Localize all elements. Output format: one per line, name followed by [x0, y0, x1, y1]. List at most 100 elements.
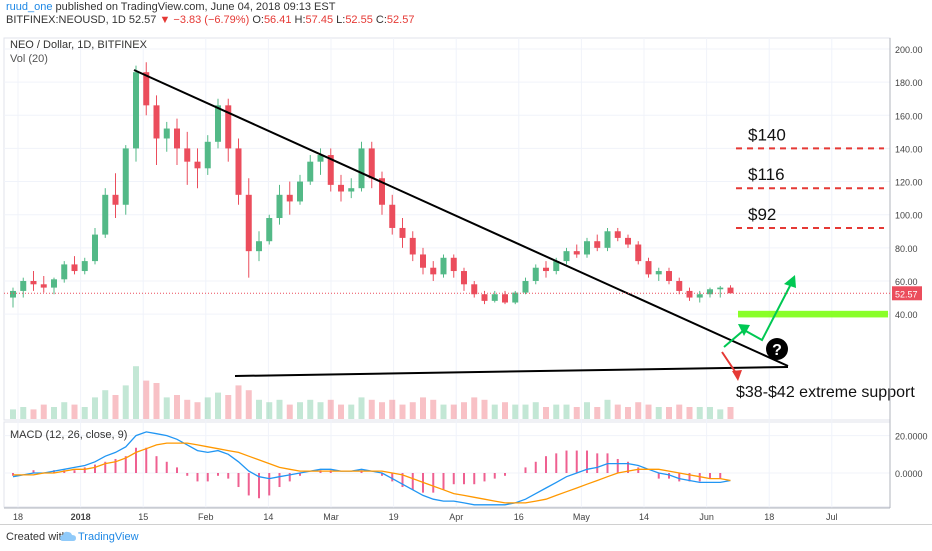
candle-body — [461, 271, 467, 285]
candle-body — [594, 241, 601, 248]
candle-body — [420, 254, 426, 268]
volume-bar — [297, 402, 303, 419]
candle-body — [676, 280, 683, 291]
candle-body — [163, 128, 170, 139]
candle-body — [358, 148, 365, 189]
volume-bar — [512, 404, 519, 419]
open-value: 56.41 — [263, 14, 292, 26]
volume-bar — [440, 404, 447, 419]
candle-body — [327, 155, 334, 185]
candle-body — [10, 290, 16, 298]
up-arrow-mid-head — [738, 324, 750, 336]
candle-body — [348, 188, 355, 192]
candle-body — [655, 271, 662, 275]
candle-body — [184, 148, 191, 162]
up-arrow-head — [784, 275, 796, 288]
volume-bar — [420, 397, 426, 419]
candle-body — [368, 148, 375, 179]
volume-bar — [112, 395, 119, 419]
axes: 200.00 180.00 160.00 140.00 120.00 100.00 80.0… — [4, 38, 928, 522]
chart-title: NEO / Dollar, 1D, BITFINEX — [10, 39, 148, 51]
volume-bar — [307, 399, 314, 419]
close-value: 52.57 — [386, 14, 415, 26]
volume-bar — [266, 402, 273, 419]
candle-body — [573, 251, 580, 255]
volume-bar — [450, 404, 457, 419]
candle-body — [471, 284, 478, 295]
time-tick-label: May — [573, 512, 591, 522]
candle-body — [625, 237, 631, 245]
volume-bar — [676, 404, 683, 419]
price-tick-label: 80.00 — [895, 244, 918, 254]
candle-body — [440, 257, 447, 275]
volume-bar — [717, 409, 724, 419]
tradingview-logo[interactable]: TradingView — [78, 531, 139, 543]
down-arrow-head — [732, 370, 742, 381]
volume-bar — [389, 399, 396, 419]
candle-body — [235, 148, 242, 195]
target-label: $140 — [748, 125, 786, 144]
down-triangle-icon: ▼ — [159, 14, 171, 26]
descending-trendline[interactable] — [133, 69, 789, 367]
candle-body — [563, 251, 570, 262]
volume-bar — [338, 404, 344, 419]
candle-body — [143, 72, 150, 106]
volume-bar — [286, 404, 293, 419]
price-tick-label: 140.00 — [895, 144, 923, 154]
candle-body — [522, 280, 529, 293]
volume-bar — [635, 402, 642, 419]
volume-bar — [625, 407, 631, 419]
volume-bar — [727, 407, 734, 419]
volume-bar — [133, 366, 139, 419]
volume-bar — [543, 407, 549, 419]
support-trendline[interactable] — [234, 366, 789, 377]
signal-line — [13, 442, 731, 504]
candle-body — [727, 287, 734, 294]
target-label: $92 — [748, 205, 776, 224]
candle-body — [204, 141, 211, 169]
volume-bar — [471, 397, 478, 419]
candle-body — [532, 267, 539, 281]
symbol-name: BITFINEX:NEOUSD, 1D — [6, 14, 126, 26]
time-tick-label: Jun — [699, 512, 714, 522]
volume-bar — [174, 395, 180, 419]
volume-bar — [92, 397, 98, 419]
volume-bar — [430, 399, 437, 419]
time-tick-label: 18 — [764, 512, 774, 522]
annotations: $38-$42 extreme support ? — [721, 275, 915, 401]
chart-svg[interactable]: $140 $116 $92 $38-$42 extreme support ? 20… — [0, 0, 932, 524]
volume-bar — [71, 404, 78, 419]
candle-body — [215, 105, 221, 142]
price-tick-label: 200.00 — [895, 45, 923, 55]
candle-body — [266, 218, 273, 242]
price-tick-label: 100.00 — [895, 211, 923, 221]
support-label: $38-$42 extreme support — [736, 384, 915, 401]
volume-bar — [276, 399, 283, 419]
price-change: −3.83 (−6.79%) — [173, 14, 250, 26]
symbol-header: BITFINEX:NEOUSD, 1D 52.57 ▼ −3.83 (−6.79… — [6, 14, 414, 26]
volume-bar — [61, 402, 68, 419]
candle-body — [71, 264, 78, 272]
volume-bar — [40, 404, 47, 419]
question-mark: ? — [772, 342, 782, 359]
volume-bar — [194, 402, 201, 419]
volume-legend: Vol (20) — [10, 53, 48, 65]
volume-bar — [102, 390, 109, 419]
candle-body — [430, 267, 437, 275]
publish-user[interactable]: ruud_one — [6, 1, 53, 13]
volume-bar — [81, 407, 88, 419]
footer: Created with TradingView — [0, 524, 932, 551]
candle-body — [491, 294, 498, 301]
volume-bar — [153, 383, 160, 419]
low-value: 52.55 — [345, 14, 373, 26]
publish-text: published on TradingView.com, June 04, 2… — [52, 1, 336, 13]
volume-bar — [461, 402, 467, 419]
volume-bar — [204, 397, 211, 419]
up-arrow — [723, 281, 793, 348]
time-tick-label: 19 — [389, 512, 399, 522]
candle-body — [40, 284, 47, 288]
volume-bar — [379, 402, 385, 419]
candle-body — [666, 271, 672, 281]
last-price-box — [892, 286, 922, 301]
candle-body — [645, 261, 652, 275]
